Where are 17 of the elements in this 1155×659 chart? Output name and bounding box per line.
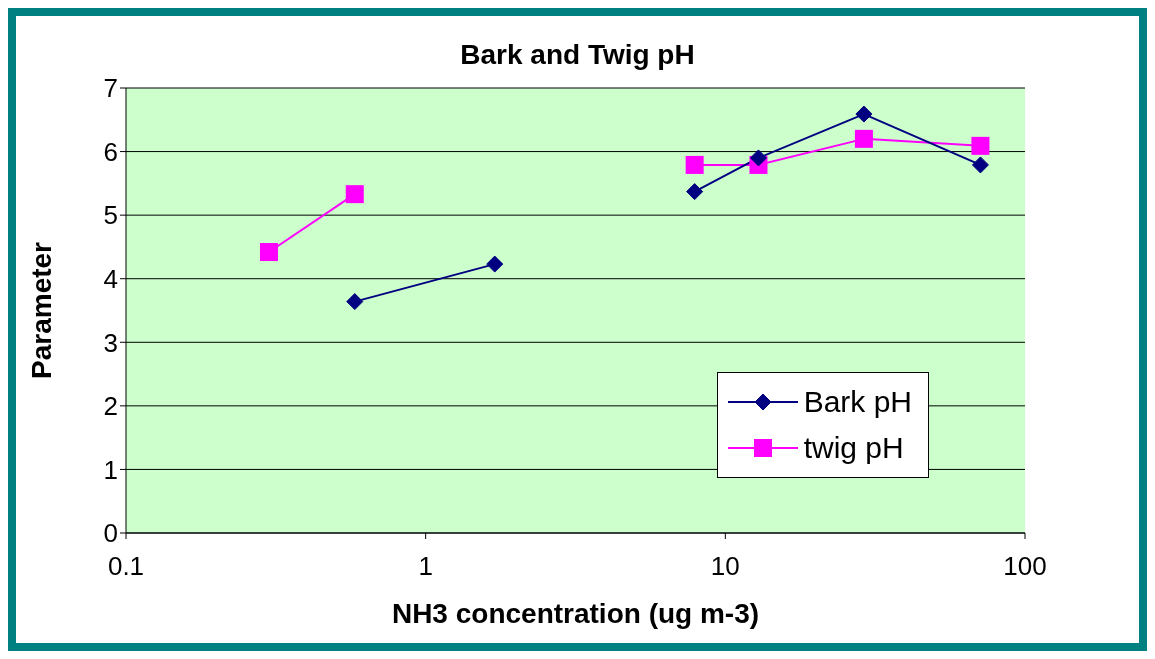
x-tick-label: 0.1	[107, 551, 145, 582]
y-tick-label: 5	[103, 200, 118, 231]
x-tick-label: 100	[1003, 551, 1047, 582]
y-tick-label: 7	[103, 73, 118, 104]
chart-title: Bark and Twig pH	[460, 39, 695, 70]
legend-label: twig pH	[803, 430, 904, 466]
x-axis-title: NH3 concentration (ug m-3)	[391, 598, 760, 629]
y-tick-label: 6	[103, 136, 118, 167]
y-tick-label: 0	[103, 518, 118, 549]
y-tick-label: 2	[103, 391, 118, 422]
x-tick-label: 1	[418, 551, 433, 582]
x-tick-label: 10	[710, 551, 740, 582]
y-tick-label: 4	[103, 263, 118, 294]
legend-label: Bark pH	[803, 384, 912, 420]
y-tick-label: 1	[103, 454, 118, 485]
y-axis-title: Parameter	[25, 241, 57, 379]
y-tick-label: 3	[103, 327, 118, 358]
